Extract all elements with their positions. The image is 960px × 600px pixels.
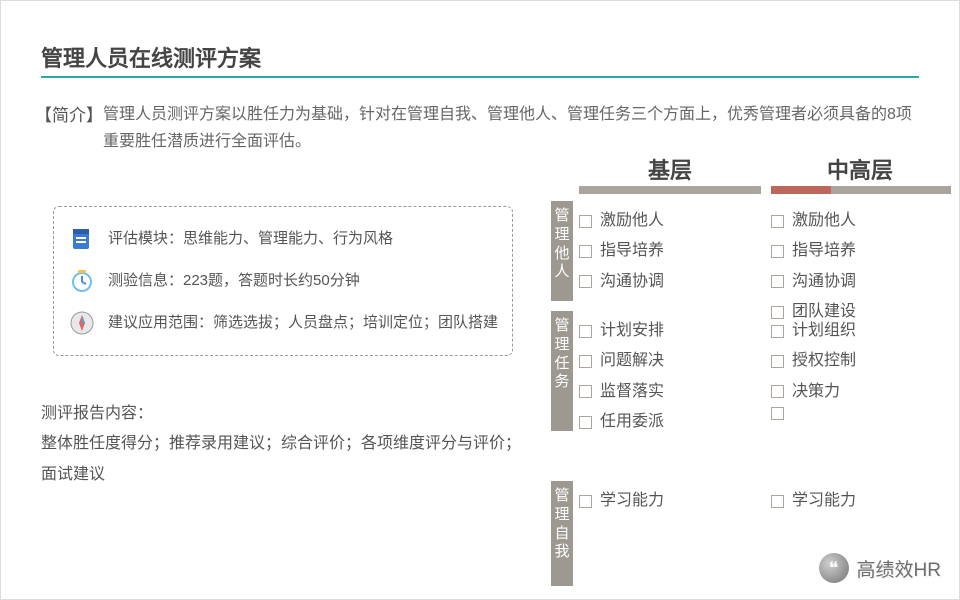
compass-icon [68, 309, 96, 337]
check-item: 计划组织 [771, 316, 953, 346]
check-item [771, 407, 953, 420]
check-label: 监督落实 [600, 377, 664, 407]
checkbox-icon [771, 245, 784, 258]
title-underline [41, 76, 919, 78]
info-exam-text: 测验信息：223题，答题时长约50分钟 [108, 267, 360, 293]
check-item: 指导培养 [771, 236, 953, 266]
checkbox-icon [579, 416, 592, 429]
check-label: 指导培养 [792, 236, 856, 266]
info-row-exam: 测验信息：223题，答题时长约50分钟 [68, 267, 498, 295]
check-label: 沟通协调 [600, 267, 664, 297]
checkbox-icon [771, 215, 784, 228]
check-label: 授权控制 [792, 346, 856, 376]
check-item: 激励他人 [579, 206, 761, 236]
checkbox-icon [579, 495, 592, 508]
col-header-senior: 中高层 [769, 153, 951, 185]
check-item: 计划安排 [579, 316, 761, 346]
check-label: 计划组织 [792, 316, 856, 346]
wechat-icon: ❝ [819, 553, 849, 583]
col-header-basic: 基层 [579, 153, 761, 185]
check-label: 任用委派 [600, 407, 664, 437]
info-scope-text: 建议应用范围：筛选选拔；人员盘点；培训定位；团队搭建 [108, 309, 498, 335]
clock-icon [68, 267, 96, 295]
info-box: 评估模块：思维能力、管理能力、行为风格 测验信息：223题，答题时长约50分钟 … [53, 206, 513, 356]
group-tasks-basic: 计划安排 问题解决 监督落实 任用委派 [579, 316, 761, 438]
col-bar-basic [579, 186, 761, 194]
check-label: 决策力 [792, 377, 840, 407]
watermark-text: 高绩效HR [857, 555, 941, 582]
check-label: 问题解决 [600, 346, 664, 376]
group-self-senior: 学习能力 [771, 486, 953, 516]
checkbox-icon [771, 325, 784, 338]
info-row-scope: 建议应用范围：筛选选拔；人员盘点；培训定位；团队搭建 [68, 309, 498, 337]
checkbox-icon [579, 275, 592, 288]
book-icon [68, 225, 96, 253]
group-self-basic: 学习能力 [579, 486, 761, 516]
watermark: ❝ 高绩效HR [819, 553, 941, 583]
report-heading: 测评报告内容： [41, 399, 521, 429]
check-item: 指导培养 [579, 236, 761, 266]
check-label: 计划安排 [600, 316, 664, 346]
checkbox-icon [579, 215, 592, 228]
checkbox-icon [771, 385, 784, 398]
col-bar-senior-red [771, 186, 831, 194]
check-item: 任用委派 [579, 407, 761, 437]
check-item: 监督落实 [579, 377, 761, 407]
intro-text: 管理人员测评方案以胜任力为基础，针对在管理自我、管理他人、管理任务三个方面上，优… [103, 101, 913, 155]
info-row-modules: 评估模块：思维能力、管理能力、行为风格 [68, 225, 498, 253]
checkbox-icon [579, 385, 592, 398]
intro-label: 【简介】 [35, 101, 103, 126]
check-item: 沟通协调 [771, 267, 953, 297]
check-item: 授权控制 [771, 346, 953, 376]
report-block: 测评报告内容： 整体胜任度得分；推荐录用建议；综合评价；各项维度评分与评价；面试… [41, 399, 521, 490]
side-label-others: 管理他人 [551, 201, 573, 301]
checkbox-icon [771, 275, 784, 288]
check-label: 激励他人 [792, 206, 856, 236]
check-item: 学习能力 [771, 486, 953, 516]
checkbox-icon [579, 245, 592, 258]
check-label: 指导培养 [600, 236, 664, 266]
check-item: 决策力 [771, 377, 953, 407]
group-others-senior: 激励他人 指导培养 沟通协调 团队建设 [771, 206, 953, 328]
report-body: 整体胜任度得分；推荐录用建议；综合评价；各项维度评分与评价；面试建议 [41, 429, 521, 490]
page-title: 管理人员在线测评方案 [41, 41, 261, 73]
checkbox-icon [579, 355, 592, 368]
check-label: 学习能力 [792, 486, 856, 516]
check-item: 激励他人 [771, 206, 953, 236]
checkbox-icon [771, 407, 784, 420]
side-label-self: 管理自我 [551, 481, 573, 586]
side-label-tasks: 管理任务 [551, 311, 573, 431]
checkbox-icon [579, 325, 592, 338]
check-label: 激励他人 [600, 206, 664, 236]
check-item: 沟通协调 [579, 267, 761, 297]
check-label: 学习能力 [600, 486, 664, 516]
checkbox-icon [771, 355, 784, 368]
check-item: 问题解决 [579, 346, 761, 376]
checkbox-icon [771, 495, 784, 508]
info-modules-text: 评估模块：思维能力、管理能力、行为风格 [108, 225, 393, 251]
group-others-basic: 激励他人 指导培养 沟通协调 [579, 206, 761, 297]
check-label: 沟通协调 [792, 267, 856, 297]
check-item: 学习能力 [579, 486, 761, 516]
group-tasks-senior: 计划组织 授权控制 决策力 [771, 316, 953, 420]
